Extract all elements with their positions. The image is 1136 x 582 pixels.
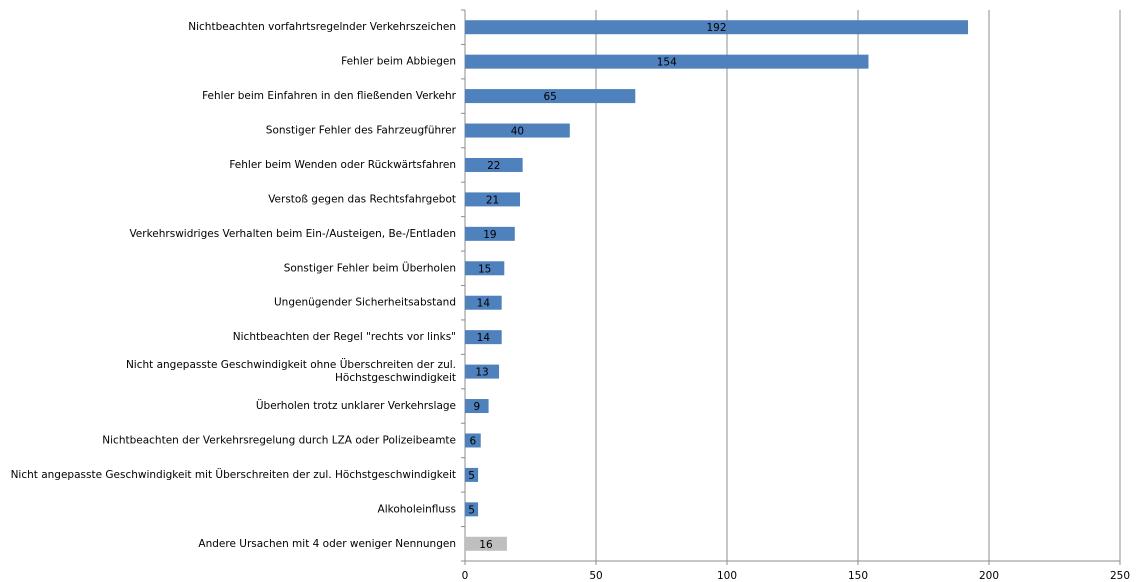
value-label: 14 [477,298,491,310]
y-tick-label: Nichtbeachten der Verkehrsregelung durch… [102,434,456,446]
x-tick-label: 200 [979,570,999,582]
bar [465,123,570,138]
y-tick-label: Nichtbeachten vorfahrtsregelnder Verkehr… [188,21,456,33]
x-tick-label: 50 [589,570,602,582]
bar [465,433,481,448]
value-label: 19 [483,229,496,241]
bar [465,536,507,551]
value-label: 6 [470,435,477,447]
y-tick-label: Verstoß gegen das Rechtsfahrgebot [268,193,456,205]
y-tick-label: Nicht angepasste Geschwindigkeit mit Übe… [11,468,456,481]
value-label: 192 [706,22,726,34]
y-tick-label: Verkehrswidriges Verhalten beim Ein-/Aus… [129,228,456,240]
y-tick-label: Nichtbeachten der Regel "rechts vor link… [233,331,456,343]
x-tick-label: 0 [462,570,469,582]
value-label: 22 [487,160,500,172]
x-tick-label: 100 [717,570,737,582]
bar [465,467,479,482]
value-label: 9 [473,401,480,413]
value-label: 21 [486,194,499,206]
y-tick-label: Ungenügender Sicherheitsabstand [274,297,456,309]
bar [465,502,479,517]
bar [465,89,636,104]
value-label: 40 [511,126,524,138]
value-label: 16 [479,539,493,551]
value-label: 154 [657,57,677,69]
bar [465,330,502,345]
y-tick-label: Nicht angepasste Geschwindigkeit ohne Üb… [126,358,456,384]
bar [465,20,969,35]
y-tick-label: Sonstiger Fehler beim Überholen [284,261,456,274]
y-tick-label: Alkoholeinfluss [378,503,456,515]
bar [465,399,489,414]
bar [465,295,502,310]
value-label: 5 [468,470,475,482]
value-label: 15 [478,263,491,275]
x-tick-label: 250 [1110,570,1130,582]
bar [465,157,523,172]
value-label: 5 [468,504,475,516]
y-tick-label: Fehler beim Einfahren in den fließenden … [202,90,457,102]
bar [465,261,505,276]
y-tick-label: Andere Ursachen mit 4 oder weniger Nennu… [198,538,456,550]
bar [465,54,869,69]
value-label: 14 [477,332,491,344]
value-label: 65 [543,91,556,103]
bar [465,192,521,207]
y-tick-label: Fehler beim Abbiegen [341,56,456,68]
y-tick-label: Fehler beim Wenden oder Rückwärtsfahren [229,159,456,171]
y-tick-label: Sonstiger Fehler des Fahrzeugführer [266,125,457,137]
y-tick-label: Überholen trotz unklarer Verkehrslage [256,399,456,412]
x-tick-label: 150 [848,570,868,582]
bar [465,364,500,379]
value-label: 13 [475,367,488,379]
bar [465,226,515,241]
